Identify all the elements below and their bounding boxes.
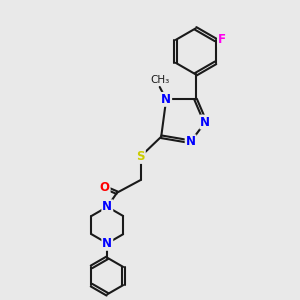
- Text: N: N: [161, 93, 171, 106]
- Text: CH₃: CH₃: [150, 75, 169, 85]
- Text: O: O: [100, 181, 110, 194]
- Text: N: N: [102, 200, 112, 213]
- Text: N: N: [186, 135, 196, 148]
- Text: N: N: [102, 237, 112, 250]
- Text: S: S: [136, 150, 145, 163]
- Text: F: F: [218, 33, 226, 46]
- Text: N: N: [200, 116, 210, 128]
